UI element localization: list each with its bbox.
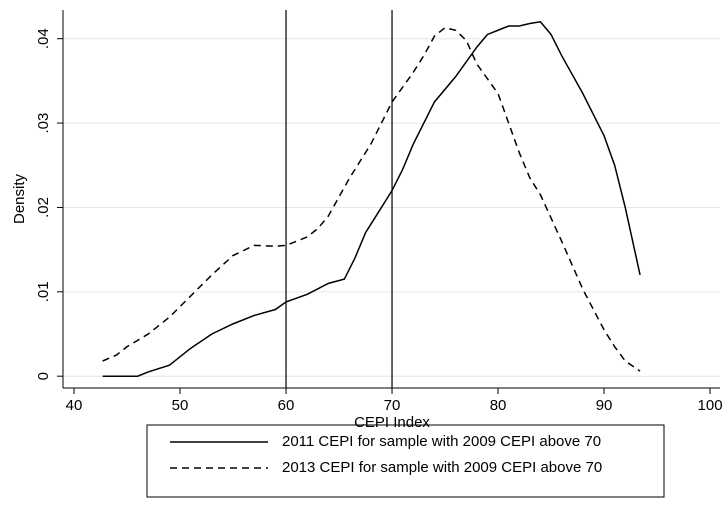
y-tick-label: .01 <box>35 281 52 302</box>
x-tick-label: 80 <box>490 397 507 414</box>
data-line <box>102 26 641 372</box>
x-axis-label: CEPI Index <box>354 414 430 431</box>
x-tick-label: 100 <box>698 397 723 414</box>
legend-label: 2011 CEPI for sample with 2009 CEPI abov… <box>282 433 601 450</box>
y-tick-label: .04 <box>35 28 52 49</box>
x-tick-label: 70 <box>384 397 401 414</box>
x-tick-label: 40 <box>66 397 83 414</box>
x-tick-label: 90 <box>596 397 613 414</box>
x-tick-label: 50 <box>172 397 189 414</box>
x-tick-label: 60 <box>278 397 295 414</box>
legend-label: 2013 CEPI for sample with 2009 CEPI abov… <box>282 459 602 476</box>
y-tick-label: 0 <box>35 372 52 380</box>
data-line <box>102 21 641 377</box>
y-axis-label: Density <box>11 173 28 224</box>
y-tick-label: .02 <box>35 197 52 218</box>
legend-box <box>146 424 665 498</box>
y-tick-label: .03 <box>35 113 52 134</box>
